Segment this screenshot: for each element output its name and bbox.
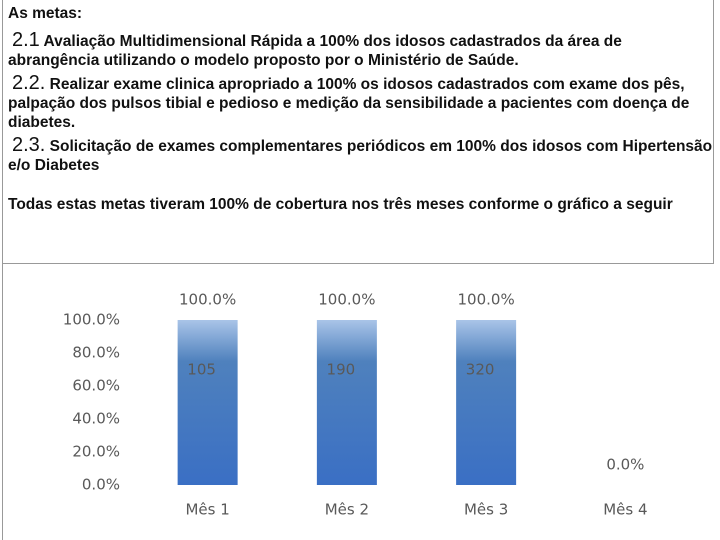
x-tick-label: Mês 1 [185, 501, 229, 519]
y-tick-label: 60.0% [72, 377, 120, 395]
heading: As metas: [8, 5, 83, 22]
value-label: 100.0% [179, 291, 236, 309]
goal-number: 2.2. [12, 72, 46, 94]
inner-label: 190 [327, 361, 356, 379]
bar [456, 320, 517, 485]
value-label: 100.0% [458, 291, 515, 309]
y-tick-label: 0.0% [82, 476, 120, 494]
inner-label: 105 [187, 361, 216, 379]
border [2, 264, 3, 540]
goal: 2.2. Realizar exame clinica apropriado a… [8, 72, 713, 132]
bar [316, 320, 377, 485]
bar [177, 320, 238, 485]
y-tick-label: 80.0% [72, 344, 120, 362]
text-box: As metas: 2.1 Avaliação Multidimensional… [2, 0, 714, 264]
y-tick-label: 20.0% [72, 443, 120, 461]
y-tick-label: 40.0% [72, 410, 120, 428]
summary: Todas estas metas tiveram 100% de cobert… [8, 196, 673, 213]
x-tick-label: Mês 3 [464, 501, 508, 519]
value-label: 100.0% [318, 291, 375, 309]
goal: 2.1 Avaliação Multidimensional Rápida a … [8, 29, 713, 70]
goal-text: Realizar exame clinica apropriado a 100%… [8, 76, 690, 131]
goal-number: 2.3. [12, 134, 46, 156]
goal-text: Avaliação Multidimensional Rápida a 100%… [8, 33, 622, 69]
goal-number: 2.1 [12, 29, 40, 51]
goal: 2.3. Solicitação de exames complementare… [8, 134, 713, 175]
value-label: 0.0% [606, 456, 644, 474]
inner-label: 320 [466, 361, 495, 379]
y-tick-label: 100.0% [63, 311, 120, 329]
goal-text: Solicitação de exames complementares per… [8, 138, 713, 174]
x-tick-label: Mês 4 [603, 501, 647, 519]
x-tick-label: Mês 2 [325, 501, 369, 519]
